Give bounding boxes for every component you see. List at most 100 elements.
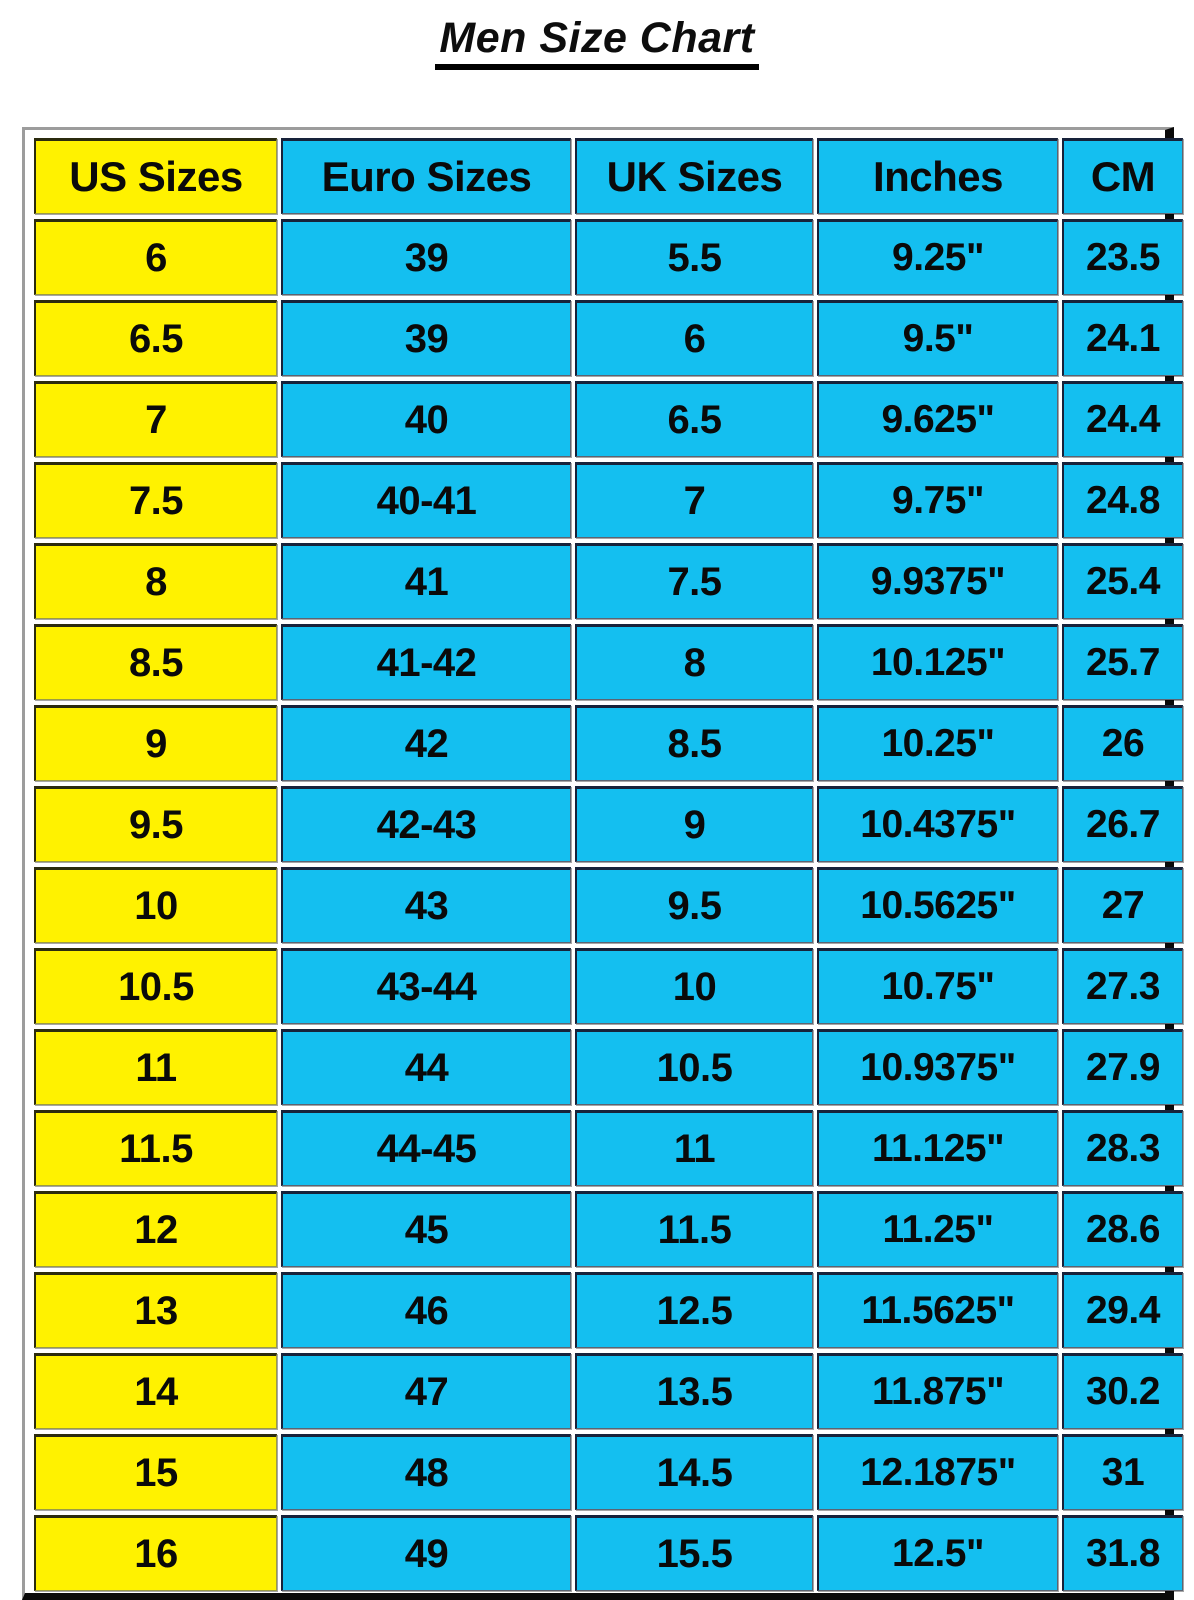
cell-us: 11 <box>34 1029 277 1105</box>
table-row: 11 44 10.5 10.9375" 27.9 <box>34 1029 1183 1105</box>
cell-inches: 11.875" <box>817 1353 1058 1429</box>
cell-inches: 11.25" <box>817 1191 1058 1267</box>
cell-euro: 44-45 <box>281 1110 571 1186</box>
cell-us: 8.5 <box>34 624 277 700</box>
cell-us: 13 <box>34 1272 277 1348</box>
cell-euro: 43 <box>281 867 571 943</box>
cell-uk: 10 <box>575 948 813 1024</box>
column-header-uk: UK Sizes <box>575 138 813 214</box>
cell-uk: 6 <box>575 300 813 376</box>
cell-euro: 46 <box>281 1272 571 1348</box>
table-row: 8 41 7.5 9.9375" 25.4 <box>34 543 1183 619</box>
cell-uk: 14.5 <box>575 1434 813 1510</box>
cell-uk: 9.5 <box>575 867 813 943</box>
cell-uk: 7 <box>575 462 813 538</box>
table-row: 9 42 8.5 10.25" 26 <box>34 705 1183 781</box>
cell-inches: 10.125" <box>817 624 1058 700</box>
cell-inches: 10.25" <box>817 705 1058 781</box>
cell-inches: 9.75" <box>817 462 1058 538</box>
cell-cm: 27.3 <box>1062 948 1183 1024</box>
cell-euro: 40 <box>281 381 571 457</box>
cell-inches: 10.75" <box>817 948 1058 1024</box>
cell-inches: 12.1875" <box>817 1434 1058 1510</box>
cell-us: 7.5 <box>34 462 277 538</box>
cell-us: 10.5 <box>34 948 277 1024</box>
cell-uk: 5.5 <box>575 219 813 295</box>
table-row: 15 48 14.5 12.1875" 31 <box>34 1434 1183 1510</box>
cell-inches: 9.25" <box>817 219 1058 295</box>
cell-us: 6.5 <box>34 300 277 376</box>
cell-us: 7 <box>34 381 277 457</box>
cell-us: 12 <box>34 1191 277 1267</box>
cell-euro: 42-43 <box>281 786 571 862</box>
size-chart-table: US Sizes Euro Sizes UK Sizes Inches CM 6 39 5.5… <box>30 133 1187 1596</box>
cell-euro: 47 <box>281 1353 571 1429</box>
table-row: 6.5 39 6 9.5" 24.1 <box>34 300 1183 376</box>
cell-us: 6 <box>34 219 277 295</box>
table-header-row: US Sizes Euro Sizes UK Sizes Inches CM <box>34 138 1183 214</box>
cell-uk: 6.5 <box>575 381 813 457</box>
table-row: 10.5 43-44 10 10.75" 27.3 <box>34 948 1183 1024</box>
cell-uk: 15.5 <box>575 1515 813 1591</box>
cell-uk: 11 <box>575 1110 813 1186</box>
table-row: 7.5 40-41 7 9.75" 24.8 <box>34 462 1183 538</box>
column-header-inches: Inches <box>817 138 1058 214</box>
cell-cm: 27.9 <box>1062 1029 1183 1105</box>
cell-cm: 29.4 <box>1062 1272 1183 1348</box>
cell-euro: 41 <box>281 543 571 619</box>
cell-uk: 11.5 <box>575 1191 813 1267</box>
cell-euro: 40-41 <box>281 462 571 538</box>
column-header-cm: CM <box>1062 138 1183 214</box>
cell-cm: 24.1 <box>1062 300 1183 376</box>
table-row: 8.5 41-42 8 10.125" 25.7 <box>34 624 1183 700</box>
cell-cm: 25.7 <box>1062 624 1183 700</box>
cell-us: 14 <box>34 1353 277 1429</box>
table-row: 9.5 42-43 9 10.4375" 26.7 <box>34 786 1183 862</box>
cell-uk: 8 <box>575 624 813 700</box>
cell-euro: 48 <box>281 1434 571 1510</box>
title-area: Men Size Chart <box>0 0 1194 118</box>
cell-inches: 9.9375" <box>817 543 1058 619</box>
cell-inches: 10.9375" <box>817 1029 1058 1105</box>
cell-uk: 9 <box>575 786 813 862</box>
cell-euro: 42 <box>281 705 571 781</box>
cell-cm: 27 <box>1062 867 1183 943</box>
cell-cm: 26.7 <box>1062 786 1183 862</box>
table-row: 10 43 9.5 10.5625" 27 <box>34 867 1183 943</box>
cell-euro: 49 <box>281 1515 571 1591</box>
cell-us: 9 <box>34 705 277 781</box>
cell-us: 11.5 <box>34 1110 277 1186</box>
cell-inches: 9.5" <box>817 300 1058 376</box>
cell-us: 10 <box>34 867 277 943</box>
column-header-us: US Sizes <box>34 138 277 214</box>
cell-euro: 45 <box>281 1191 571 1267</box>
size-chart-inner: US Sizes Euro Sizes UK Sizes Inches CM 6 39 5.5… <box>25 130 1183 1593</box>
cell-us: 9.5 <box>34 786 277 862</box>
cell-cm: 31 <box>1062 1434 1183 1510</box>
cell-inches: 9.625" <box>817 381 1058 457</box>
table-row: 16 49 15.5 12.5" 31.8 <box>34 1515 1183 1591</box>
cell-cm: 30.2 <box>1062 1353 1183 1429</box>
cell-inches: 12.5" <box>817 1515 1058 1591</box>
cell-inches: 10.5625" <box>817 867 1058 943</box>
cell-euro: 39 <box>281 300 571 376</box>
cell-inches: 11.125" <box>817 1110 1058 1186</box>
column-header-euro: Euro Sizes <box>281 138 571 214</box>
cell-cm: 23.5 <box>1062 219 1183 295</box>
cell-cm: 31.8 <box>1062 1515 1183 1591</box>
cell-uk: 10.5 <box>575 1029 813 1105</box>
size-chart-frame: US Sizes Euro Sizes UK Sizes Inches CM 6 39 5.5… <box>22 127 1183 1600</box>
cell-euro: 39 <box>281 219 571 295</box>
cell-cm: 24.4 <box>1062 381 1183 457</box>
cell-euro: 43-44 <box>281 948 571 1024</box>
cell-uk: 7.5 <box>575 543 813 619</box>
cell-cm: 28.6 <box>1062 1191 1183 1267</box>
table-row: 6 39 5.5 9.25" 23.5 <box>34 219 1183 295</box>
cell-uk: 13.5 <box>575 1353 813 1429</box>
cell-inches: 11.5625" <box>817 1272 1058 1348</box>
table-row: 14 47 13.5 11.875" 30.2 <box>34 1353 1183 1429</box>
cell-euro: 44 <box>281 1029 571 1105</box>
cell-us: 16 <box>34 1515 277 1591</box>
cell-cm: 24.8 <box>1062 462 1183 538</box>
cell-uk: 8.5 <box>575 705 813 781</box>
